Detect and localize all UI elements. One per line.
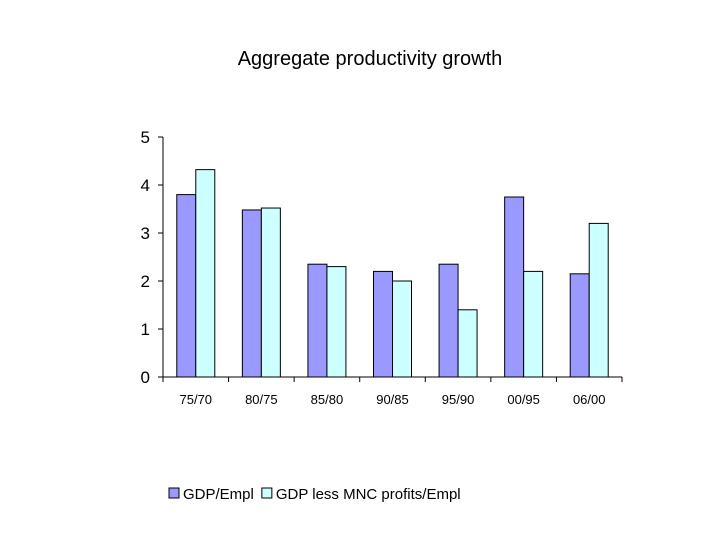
legend-label-gdp-empl: GDP/Empl xyxy=(183,486,254,503)
y-tick-label: 4 xyxy=(141,176,150,195)
x-axis-ticks: 75/70 80/75 85/80 90/85 95/90 00/95 06/00 xyxy=(180,392,606,407)
bar-gdp-empl-6 xyxy=(569,273,590,378)
bar-gdp-empl-0 xyxy=(176,194,197,378)
bar-gdp-empl-5 xyxy=(504,196,525,378)
x-tick-label: 95/90 xyxy=(442,392,475,407)
y-tick-label: 0 xyxy=(141,368,150,387)
bar-gdp-less-mnc-4 xyxy=(457,309,478,378)
legend-swatch-gdp-empl xyxy=(168,487,180,499)
bars xyxy=(176,169,609,378)
y-axis-ticks: 0 1 2 3 4 5 xyxy=(141,128,150,387)
bar-gdp-empl-2 xyxy=(307,263,328,378)
x-tick-label: 75/70 xyxy=(180,392,213,407)
x-tick-label: 90/85 xyxy=(376,392,409,407)
bar-gdp-less-mnc-1 xyxy=(260,207,281,378)
y-tick-label: 5 xyxy=(141,128,150,147)
bar-gdp-less-mnc-0 xyxy=(195,169,216,378)
legend-label-gdp-less-mnc: GDP less MNC profits/Empl xyxy=(276,486,461,503)
bar-gdp-empl-3 xyxy=(373,270,393,378)
bar-gdp-empl-1 xyxy=(241,209,262,378)
x-tick-label: 80/75 xyxy=(245,392,278,407)
legend-swatch-gdp-less-mnc xyxy=(261,487,273,499)
y-tick-label: 3 xyxy=(141,224,150,243)
legend: GDP/Empl GDP less MNC profits/Empl xyxy=(168,486,461,503)
y-tick-label: 1 xyxy=(141,320,150,339)
bar-gdp-less-mnc-6 xyxy=(588,222,609,378)
x-tick-label: 00/95 xyxy=(507,392,540,407)
bar-gdp-empl-4 xyxy=(438,263,459,378)
x-tick-label: 06/00 xyxy=(573,392,606,407)
bar-gdp-less-mnc-3 xyxy=(392,280,412,378)
chart-title: Aggregate productivity growth xyxy=(238,48,503,70)
bar-gdp-less-mnc-5 xyxy=(523,270,544,378)
bar-gdp-less-mnc-2 xyxy=(326,266,347,378)
axes xyxy=(158,136,623,382)
y-tick-label: 2 xyxy=(141,272,150,291)
x-tick-label: 85/80 xyxy=(311,392,344,407)
